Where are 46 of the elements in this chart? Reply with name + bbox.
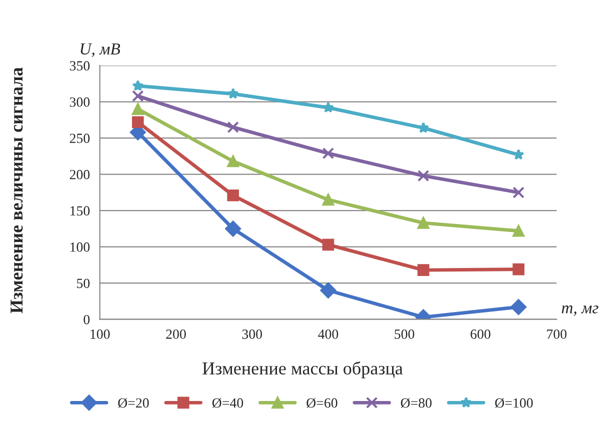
x-tick-label: 500 [394, 329, 414, 339]
y-tick-label: 250 [70, 134, 90, 144]
x-tick-label: 700 [547, 329, 566, 339]
x-tick-label: 100 [90, 329, 110, 339]
point [225, 220, 241, 237]
point [512, 224, 524, 237]
y-tick-label: 300 [70, 97, 90, 107]
point [132, 80, 144, 91]
legend-label: Ø=100 [495, 398, 533, 408]
y-tick-label: 150 [70, 206, 90, 216]
point [320, 282, 336, 298]
point [417, 264, 430, 276]
point [227, 155, 239, 168]
point [132, 103, 144, 115]
point [417, 217, 430, 229]
point [512, 263, 524, 276]
point [227, 88, 239, 99]
point [227, 121, 239, 134]
point [322, 194, 334, 206]
point [132, 116, 144, 128]
y-axis-title: Изменение величины сигнала [10, 67, 23, 314]
legend-label: Ø=60 [306, 398, 338, 408]
x-axis-title: Изменение массы образца [202, 361, 403, 378]
y-tick-label: 0 [84, 314, 90, 324]
y-tick-label: 350 [70, 61, 90, 71]
y-tick-label: 200 [70, 170, 90, 180]
point [510, 299, 526, 315]
point [322, 102, 334, 113]
y-tick-label: 50 [77, 278, 90, 288]
x-tick-label: 400 [318, 329, 338, 339]
point [322, 147, 334, 160]
text: m, мг [562, 305, 598, 316]
point [227, 189, 239, 202]
x-tick-label: 600 [470, 329, 490, 339]
legend-label: Ø=40 [212, 398, 244, 408]
point [322, 238, 334, 251]
legend-label: Ø=20 [118, 398, 149, 408]
y-tick-label: 100 [70, 242, 90, 252]
legend-label: Ø=80 [400, 398, 432, 408]
point [417, 170, 430, 182]
point [418, 122, 430, 133]
text: U, мВ [80, 43, 120, 57]
x-tick-label: 200 [166, 329, 186, 339]
point [512, 186, 524, 198]
x-tick-label: 300 [242, 329, 262, 339]
point [132, 90, 144, 102]
